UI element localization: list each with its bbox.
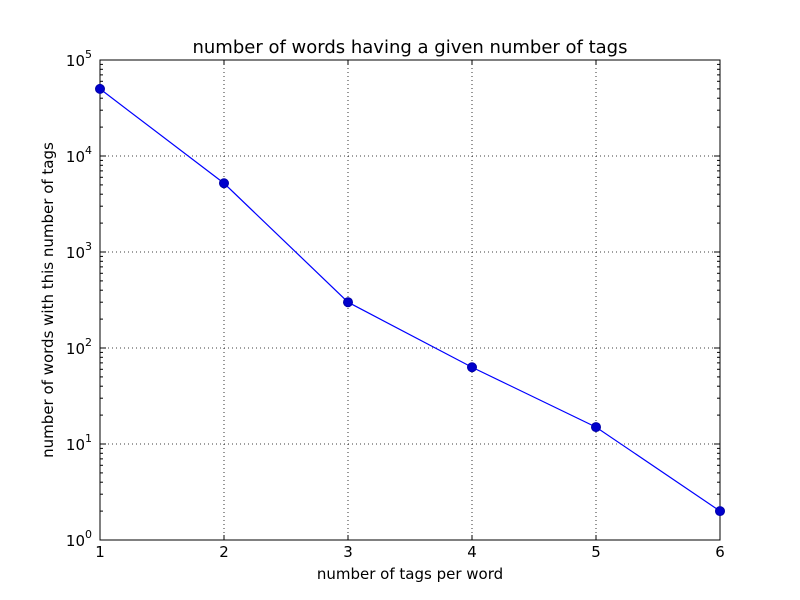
y-tick-exponent: 0: [85, 528, 92, 541]
data-point: [715, 506, 725, 517]
grid: [100, 60, 720, 540]
y-tick-base: 10: [66, 244, 85, 262]
x-tick-label: 3: [343, 543, 353, 561]
y-tick-label: 101: [66, 432, 92, 454]
x-tick-label: 6: [715, 543, 725, 561]
y-tick-exponent: 3: [85, 240, 92, 253]
y-axis-label: number of words with this number of tags: [39, 142, 57, 458]
major-ticks: [99, 59, 721, 541]
y-tick-label: 104: [66, 144, 92, 166]
x-tick-labels: 1 2 3 4 5 6: [95, 543, 725, 561]
series-layer: [95, 83, 725, 517]
y-tick-exponent: 4: [85, 144, 92, 157]
y-tick-exponent: 5: [85, 48, 92, 61]
data-point: [219, 178, 229, 189]
x-tick-label: 5: [591, 543, 601, 561]
plot-frame: [99, 59, 721, 541]
y-tick-base: 10: [66, 532, 85, 550]
y-tick-exponent: 2: [85, 336, 92, 349]
chart-title: number of words having a given number of…: [192, 37, 627, 58]
x-tick-label: 1: [95, 543, 105, 561]
data-point: [467, 362, 477, 373]
data-point: [343, 297, 353, 308]
data-point: [591, 422, 601, 433]
x-tick-label: 4: [467, 543, 477, 561]
y-tick-label: 100: [66, 528, 92, 550]
y-tick-base: 10: [66, 340, 85, 358]
y-tick-label: 102: [66, 336, 92, 358]
y-tick-base: 10: [66, 52, 85, 70]
y-tick-label: 103: [66, 240, 92, 262]
y-tick-label: 105: [66, 48, 92, 70]
y-tick-base: 10: [66, 436, 85, 454]
x-axis-label: number of tags per word: [317, 565, 503, 583]
data-point: [95, 83, 105, 94]
y-tick-base: 10: [66, 148, 85, 166]
x-tick-label: 2: [219, 543, 229, 561]
y-tick-exponent: 1: [85, 432, 92, 445]
series-line: [99, 88, 721, 512]
